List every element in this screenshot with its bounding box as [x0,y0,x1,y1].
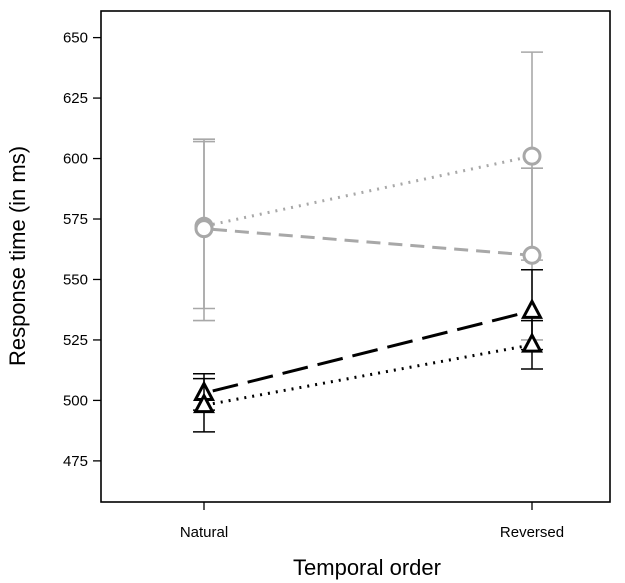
series-line [212,344,524,406]
y-tick-label: 500 [63,392,88,409]
y-tick-label: 625 [63,90,88,107]
data-point-triangle [193,392,215,414]
series-line [212,311,524,393]
series-2 [193,138,543,341]
series-1 [193,51,543,322]
y-tick-label: 475 [63,453,88,470]
x-axis-ticks: Natural Reversed [180,502,564,541]
y-tick-label: 525 [63,332,88,349]
y-tick-label: 600 [63,151,88,168]
y-tick-label: 575 [63,211,88,228]
series-line [212,227,524,257]
data-point-circle [522,146,542,166]
x-tick-label: Natural [180,524,228,541]
y-tick-label: 650 [63,30,88,47]
data-point-triangle [521,298,543,319]
x-axis-title: Temporal order [293,555,441,580]
y-axis-title: Response time (in ms) [5,146,30,366]
data-point-circle [194,219,214,239]
data-point-circle [522,245,542,265]
series-3 [193,269,543,411]
series-layer [193,51,543,433]
x-tick-label: Reversed [500,524,564,541]
y-axis-ticks: 475 500 525 550 575 600 625 650 [63,30,101,470]
data-point-triangle [521,331,543,353]
series-line [212,156,524,226]
y-tick-label: 550 [63,271,88,288]
plot-frame [100,10,611,503]
series-4 [193,319,543,433]
